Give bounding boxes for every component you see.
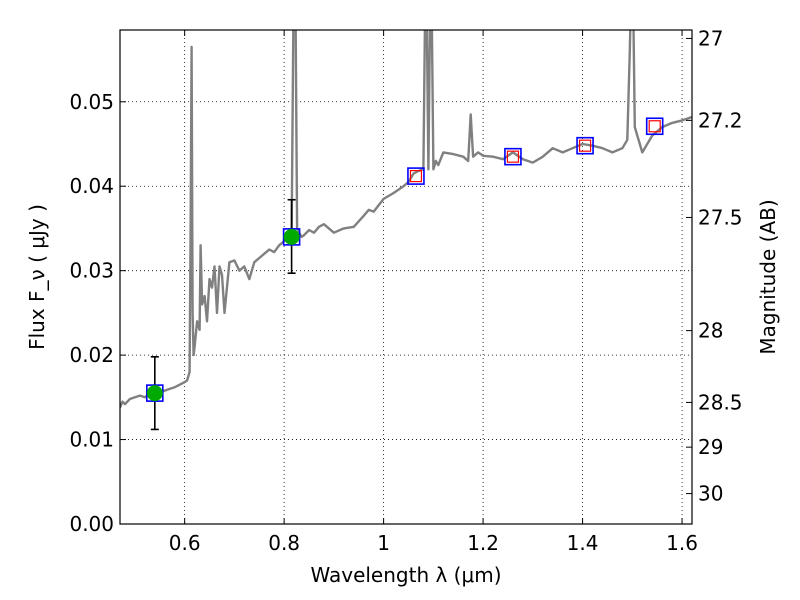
x-axis-label: Wavelength λ (μm) <box>310 563 501 587</box>
right-tick-label: 28 <box>698 319 723 343</box>
x-tick-label: 1.4 <box>567 531 599 555</box>
y-tick-label: 0.02 <box>69 343 114 367</box>
x-tick-label: 1.6 <box>666 531 698 555</box>
right-tick-label: 30 <box>698 482 723 506</box>
right-tick-label: 27.2 <box>698 108 743 132</box>
observed-point <box>283 228 300 245</box>
model-point-box <box>407 167 425 185</box>
x-tick-label: 1 <box>377 531 390 555</box>
ticks-layer: 0.6 0.8 1 1.2 1.4 1.6 0.00 0.01 0.02 0.03 0.04 0.05… <box>69 26 742 555</box>
model-point <box>409 169 423 183</box>
y-tick-label: 0.05 <box>69 90 114 114</box>
model-point <box>506 150 520 163</box>
y-axis-label-right: Magnitude (AB) <box>756 199 780 354</box>
x-tick-label: 0.8 <box>268 531 300 555</box>
x-tick-label: 1.2 <box>467 531 499 555</box>
plot-frame <box>119 29 693 525</box>
model-line-layer <box>120 30 692 408</box>
y-tick-label: 0.01 <box>69 428 114 452</box>
model-sed-line <box>120 30 692 408</box>
y-axis-label-left: Flux F_ν ( μJy ) <box>25 204 49 350</box>
right-tick-label: 27.5 <box>698 205 743 229</box>
grid <box>120 30 692 524</box>
model-point <box>648 120 661 133</box>
right-tick-label: 27 <box>698 26 723 50</box>
model-point-box <box>576 136 594 155</box>
observed-point <box>146 385 163 402</box>
y-tick-label: 0.03 <box>69 259 114 283</box>
y-tick-label: 0.00 <box>69 512 114 536</box>
x-tick-label: 0.6 <box>169 531 201 555</box>
points-layer <box>146 117 664 431</box>
right-tick-label: 28.5 <box>698 390 743 414</box>
model-point-box <box>645 117 664 136</box>
model-point-box <box>504 147 522 166</box>
model-point <box>578 139 592 152</box>
y-tick-label: 0.04 <box>69 174 114 198</box>
right-tick-label: 29 <box>698 435 723 459</box>
